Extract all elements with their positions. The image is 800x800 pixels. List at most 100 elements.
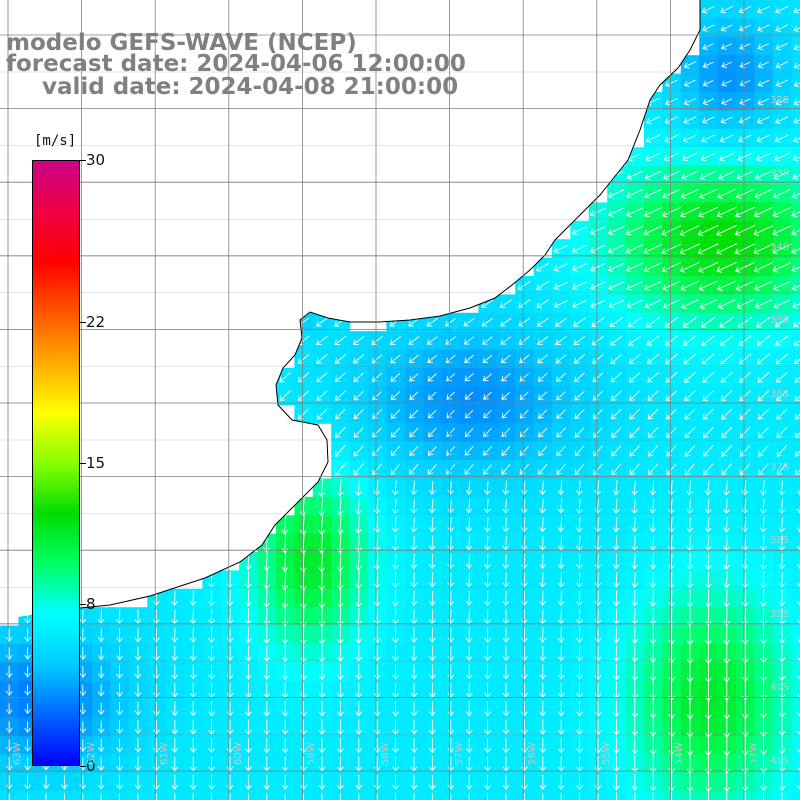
wind-arrow <box>189 645 197 662</box>
wind-cell <box>791 717 800 737</box>
wind-arrow <box>758 463 769 476</box>
wind-arrow <box>321 793 323 800</box>
wind-arrow <box>589 226 606 236</box>
wind-cell <box>791 147 800 167</box>
wind-arrow <box>723 553 730 570</box>
wind-arrow <box>668 607 675 626</box>
wind-arrow <box>5 739 13 752</box>
wind-arrow <box>97 775 105 790</box>
wind-arrow <box>446 391 456 400</box>
wind-arrow <box>97 665 105 679</box>
wind-arrow <box>208 701 215 717</box>
wind-arrow <box>339 793 341 800</box>
wind-arrow <box>797 774 800 790</box>
wind-arrow <box>539 664 547 680</box>
wind-arrow <box>736 170 754 181</box>
wind-arrow <box>698 206 719 218</box>
wind-arrow <box>571 226 587 235</box>
wind-arrow <box>702 390 715 402</box>
wind-arrow <box>79 757 87 771</box>
wind-arrow <box>226 627 234 644</box>
wind-arrow <box>631 608 639 626</box>
wind-arrow <box>778 755 786 773</box>
wind-arrow <box>316 390 328 401</box>
wind-arrow <box>754 188 773 199</box>
wind-arrow <box>427 391 437 400</box>
wind-arrow <box>521 701 528 717</box>
wind-arrow <box>679 224 700 237</box>
wind-arrow <box>520 499 528 514</box>
wind-arrow <box>116 646 123 661</box>
wind-arrow <box>679 206 700 218</box>
wind-arrow <box>703 445 714 457</box>
wind-arrow <box>316 335 328 346</box>
wind-arrow <box>792 155 800 162</box>
wind-arrow <box>778 644 786 663</box>
wind-arrow <box>392 701 399 717</box>
wind-arrow <box>757 353 770 365</box>
wind-arrow <box>778 736 786 755</box>
wind-arrow <box>464 354 474 363</box>
wind-arrow <box>686 607 694 627</box>
wind-arrow <box>625 262 644 273</box>
wind-arrow <box>116 702 123 716</box>
wind-arrow <box>555 372 567 382</box>
wind-arrow <box>612 553 620 570</box>
wind-arrow <box>263 626 271 644</box>
wind-arrow <box>334 335 347 346</box>
wind-cell <box>791 441 800 461</box>
wind-arrow <box>336 497 344 516</box>
wind-arrow <box>702 43 714 50</box>
wind-arrow <box>353 354 365 364</box>
wind-arrow <box>279 372 291 383</box>
wind-arrow <box>652 792 654 800</box>
wind-arrow <box>171 590 179 606</box>
wind-arrow <box>757 42 770 51</box>
wind-arrow <box>754 299 772 309</box>
wind-arrow <box>557 553 565 570</box>
wind-arrow <box>631 663 639 681</box>
colorbar-tick-mark <box>80 160 86 161</box>
wind-arrow <box>557 590 565 607</box>
wind-arrow <box>741 553 749 570</box>
wind-arrow <box>410 498 418 514</box>
wind-arrow <box>171 646 179 662</box>
wind-arrow <box>613 663 620 681</box>
wind-arrow <box>594 663 602 681</box>
wind-arrow <box>683 61 696 69</box>
wind-arrow <box>536 280 550 290</box>
wind-arrow <box>704 498 712 515</box>
wind-arrow <box>661 206 681 218</box>
wind-arrow <box>229 793 231 800</box>
longitude-label: 62W <box>85 742 97 765</box>
wind-arrow <box>720 371 733 383</box>
wind-arrow <box>699 170 717 181</box>
wind-arrow <box>353 445 364 457</box>
wind-arrow <box>501 427 511 438</box>
wind-arrow <box>355 701 363 717</box>
wind-arrow <box>794 395 800 402</box>
wind-arrow <box>429 738 436 754</box>
wind-cell <box>791 552 800 571</box>
wind-arrow <box>465 590 473 606</box>
wind-cell <box>791 257 800 277</box>
wind-arrow <box>82 793 84 800</box>
wind-arrow <box>465 517 473 533</box>
wind-arrow <box>683 371 696 383</box>
wind-arrow <box>300 719 307 735</box>
wind-arrow <box>447 664 455 680</box>
wind-arrow <box>392 480 399 496</box>
wind-arrow <box>373 664 381 680</box>
longitude-label: 54W <box>674 742 686 765</box>
wind-arrow <box>171 664 179 680</box>
wind-arrow <box>502 553 510 570</box>
wind-arrow <box>613 645 620 662</box>
wind-arrow <box>649 755 657 773</box>
wind-arrow <box>739 43 751 50</box>
wind-arrow <box>668 589 675 608</box>
wind-arrow <box>661 262 681 273</box>
wind-arrow <box>392 774 399 790</box>
wind-arrow <box>612 517 620 533</box>
wind-arrow <box>245 738 252 754</box>
wind-arrow <box>647 408 659 420</box>
